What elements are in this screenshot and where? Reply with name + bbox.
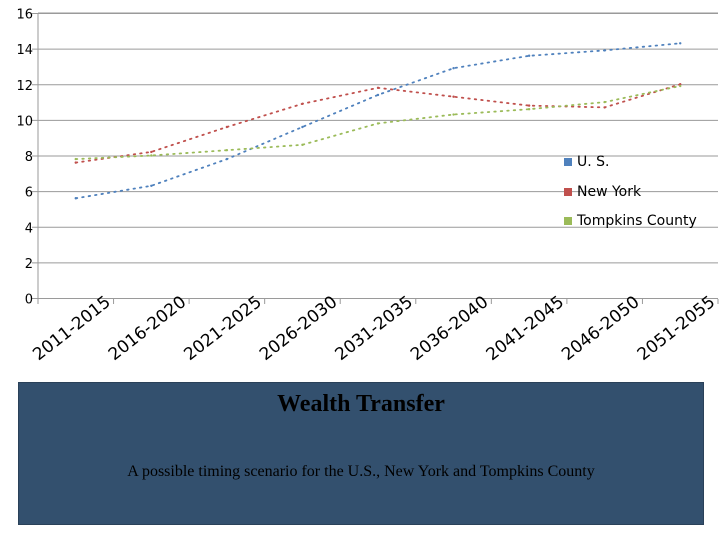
data-point	[679, 84, 682, 88]
y-tick-label: 12	[16, 79, 33, 94]
y-tick-label: 0	[25, 293, 33, 308]
data-point	[150, 184, 153, 187]
y-tick-label: 8	[25, 150, 33, 165]
y-tick-label: 14	[16, 43, 33, 58]
data-point	[301, 125, 304, 129]
legend-swatch-tompkins	[564, 217, 572, 225]
y-axis-ticks: 0 2 4 6 8 10 12 14 16	[16, 8, 38, 308]
x-tick-label: 2036-2040	[407, 292, 492, 365]
data-point	[527, 54, 531, 57]
y-tick-label: 6	[25, 186, 33, 201]
legend-item-tompkins: Tompkins County	[564, 211, 697, 231]
y-tick-label: 16	[16, 8, 33, 23]
data-point	[452, 95, 455, 98]
x-axis-ticks: 2011-20152016-20202021-20252026-20302031…	[29, 292, 719, 365]
data-point	[301, 143, 304, 147]
legend-label-tompkins: Tompkins County	[577, 213, 697, 229]
legend-item-new-york: New York	[564, 182, 641, 202]
y-tick-label: 10	[16, 114, 33, 129]
x-tick-label: 2016-2020	[105, 292, 190, 365]
data-point	[679, 83, 682, 86]
legend-swatch-us	[564, 158, 572, 166]
panel-subtitle: A possible timing scenario for the U.S.,…	[127, 463, 595, 480]
x-tick-label: 2026-2030	[256, 292, 341, 365]
data-point	[679, 42, 682, 45]
x-tick-label: 2011-2015	[29, 292, 114, 365]
x-tick-label: 2021-2025	[180, 292, 265, 365]
x-tick-label: 2046-2050	[558, 292, 643, 365]
x-tick-label: 2041-2045	[483, 292, 568, 365]
data-point	[225, 148, 229, 152]
data-point	[301, 102, 304, 106]
x-tick-label: 2051-2055	[634, 292, 719, 365]
panel-title: Wealth Transfer	[277, 391, 445, 417]
caption-panel: Wealth Transfer A possible timing scenar…	[18, 382, 704, 525]
legend-swatch-new-york	[564, 188, 572, 196]
data-point	[452, 113, 455, 116]
data-point	[376, 93, 380, 97]
data-point	[225, 157, 229, 161]
data-point	[74, 161, 77, 164]
data-point	[603, 106, 606, 109]
legend-label-us: U. S.	[577, 154, 610, 170]
data-point	[150, 150, 153, 154]
data-point	[225, 125, 229, 129]
x-tick-label: 2031-2035	[332, 292, 417, 365]
data-point	[376, 122, 380, 125]
data-point	[74, 157, 77, 161]
data-point	[150, 154, 153, 157]
legend-item-us: U. S.	[564, 152, 609, 172]
data-point	[603, 49, 606, 52]
data-point	[603, 100, 606, 104]
y-tick-label: 4	[25, 221, 33, 236]
y-tick-label: 2	[25, 257, 33, 272]
data-point	[527, 107, 531, 111]
data-point	[376, 86, 380, 90]
data-point	[74, 197, 77, 200]
data-point	[452, 67, 455, 70]
line-chart: 0 2 4 6 8 10 12 14 16 2011-20152016-20202021-202…	[16, 8, 719, 365]
series-lines	[74, 42, 682, 200]
legend-label-new-york: New York	[577, 184, 642, 200]
data-point	[527, 104, 531, 107]
